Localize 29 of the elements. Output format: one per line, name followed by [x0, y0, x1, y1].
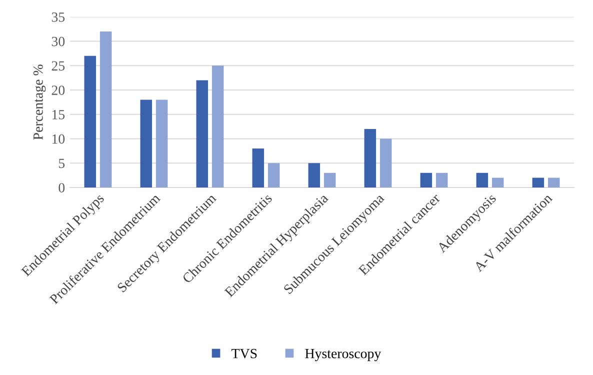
bar — [364, 129, 376, 188]
y-tick-label: 5 — [58, 158, 65, 168]
bar — [252, 148, 264, 188]
y-tick-label: 25 — [52, 61, 65, 71]
bar — [100, 32, 112, 188]
bar — [84, 56, 96, 188]
bar — [268, 163, 280, 188]
bar — [476, 172, 488, 188]
bar — [436, 172, 448, 188]
y-tick-label: 30 — [52, 36, 65, 46]
y-tick-label: 10 — [52, 134, 65, 144]
y-axis-title: Percentage % — [33, 64, 46, 140]
bar — [212, 66, 224, 188]
bar — [420, 172, 432, 188]
y-tick-label: 20 — [52, 86, 65, 95]
y-tick-label: 15 — [52, 110, 65, 120]
bar — [548, 178, 560, 188]
bar — [308, 163, 320, 188]
bar — [324, 172, 336, 188]
bar — [380, 138, 392, 188]
legend-label: Hysteroscopy — [305, 349, 382, 362]
bar — [532, 178, 544, 188]
legend-label: TVS — [232, 348, 257, 358]
bar — [140, 100, 152, 188]
y-tick-label: 35 — [52, 12, 65, 22]
y-tick-label: 0 — [58, 183, 65, 192]
bar — [156, 100, 168, 188]
bar — [492, 178, 504, 188]
bar — [196, 80, 208, 188]
